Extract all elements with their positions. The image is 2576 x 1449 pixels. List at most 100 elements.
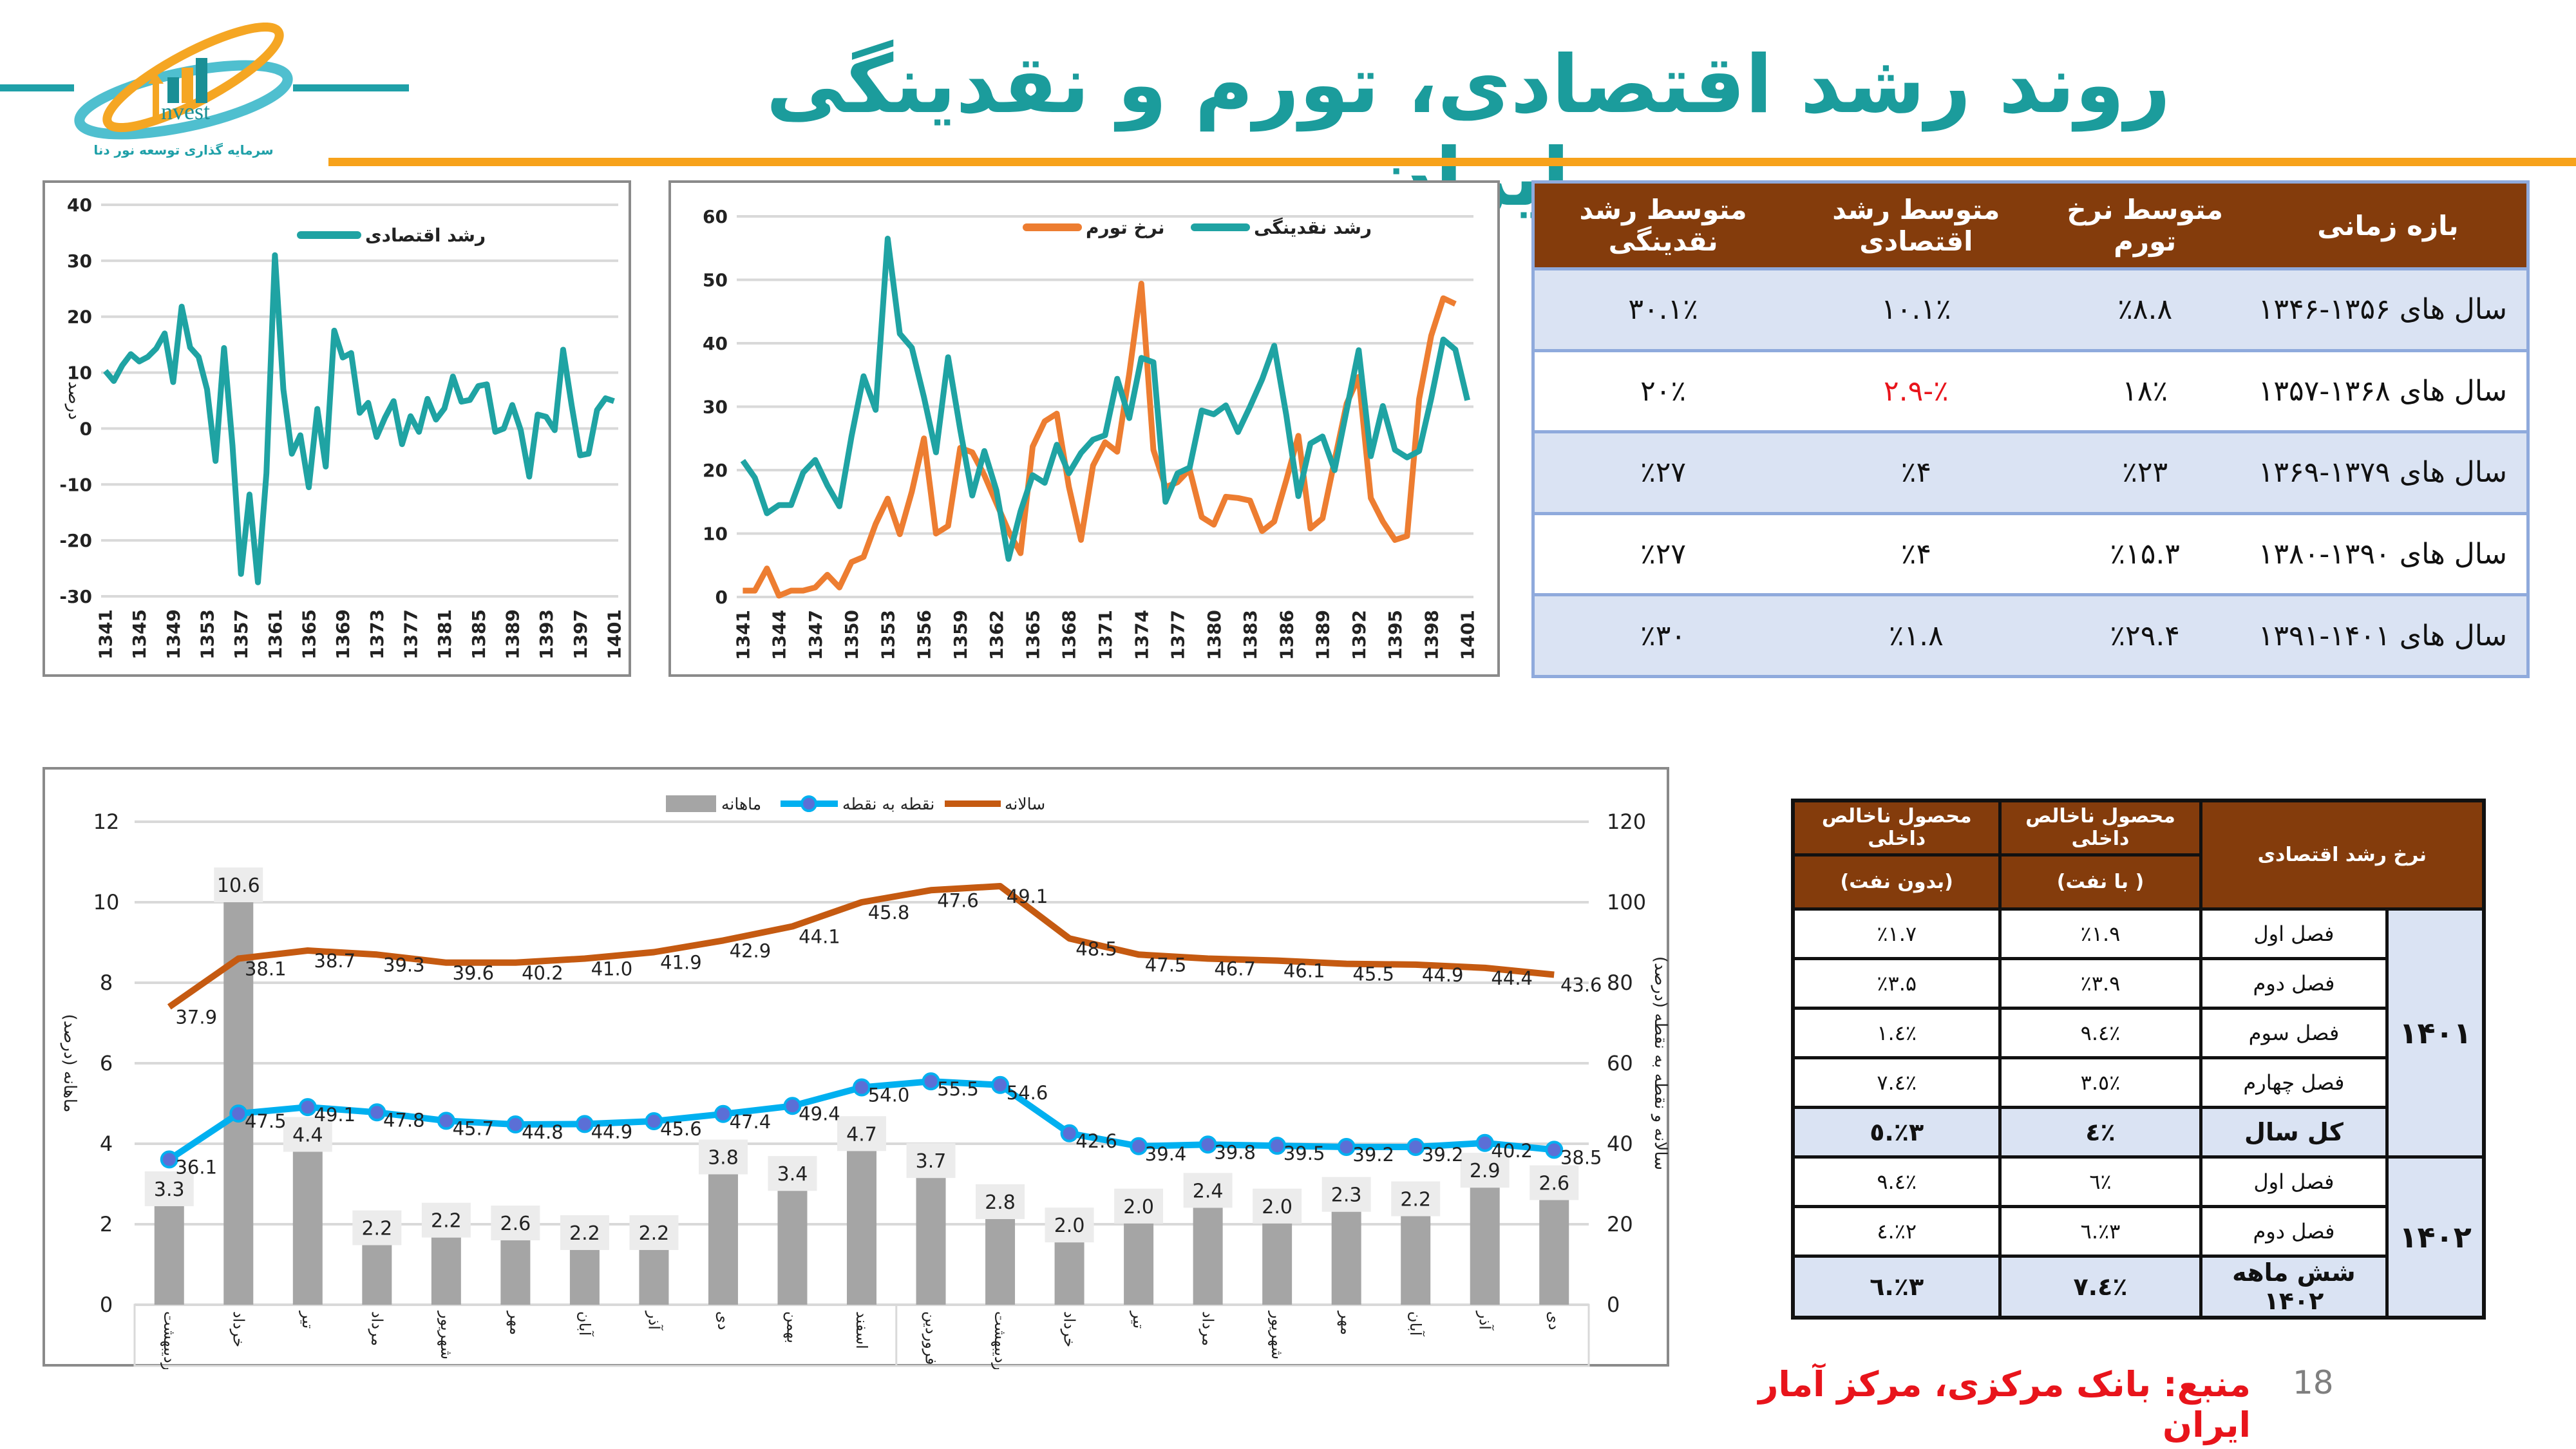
y-tick-label: 10 [93, 890, 120, 914]
x-category-label: اردیبهشت [160, 1311, 178, 1369]
point-to-point-data-label: 44.8 [522, 1121, 564, 1143]
without-oil-cell: ٪۳.۵ [1791, 956, 2002, 1010]
bar-data-label: 2.2 [569, 1222, 600, 1245]
y-tick-label: 2 [100, 1212, 113, 1236]
point-to-point-marker [1475, 1133, 1494, 1152]
bar-monthly [708, 1174, 738, 1305]
point-to-point-data-label: 45.7 [453, 1117, 495, 1139]
header-left-rule [0, 84, 74, 91]
point-to-point-marker [853, 1078, 871, 1097]
annual-data-label: 44.1 [799, 926, 840, 948]
bar-label-box [283, 1117, 332, 1152]
bar-data-label: 2.8 [985, 1191, 1016, 1214]
inflation-liquidity-chart: 60 50 40 30 20 10 0 1341 1344 1347 1350 1353 1356 135… [668, 180, 1500, 677]
annual-data-label: 45.8 [868, 902, 910, 923]
x-category-label: آذر [1476, 1311, 1495, 1331]
point-to-point-data-label: 54.6 [1007, 1082, 1048, 1104]
liquidity-cell: ۲۰٪ [1533, 348, 1792, 432]
point-to-point-marker [783, 1097, 802, 1115]
logo-arrow-icon [148, 73, 164, 119]
x-category-label: مرداد [368, 1311, 386, 1346]
point-to-point-data-label: 54.0 [868, 1084, 910, 1106]
legend-marker [800, 795, 817, 812]
bar-label-box [1530, 1165, 1579, 1200]
with-oil-cell: ٪٤.۹ [1998, 1006, 2202, 1059]
y-tick-label: 4 [100, 1132, 113, 1156]
with-oil-cell: ٪٤.۷ [1998, 1254, 2202, 1319]
y-axis-title: درصد [64, 381, 84, 420]
annual-data-label: 42.9 [730, 940, 772, 961]
x-tick-label: 1347 [805, 610, 826, 660]
with-oil-cell: ٪۱.۹ [1998, 907, 2202, 960]
bar-monthly [431, 1237, 461, 1305]
point-to-point-marker [1406, 1138, 1425, 1156]
x-category-label: فروردین [922, 1311, 940, 1365]
point-to-point-marker [1545, 1141, 1564, 1159]
liquidity-cell: ۳۰.۱٪ [1533, 267, 1792, 351]
year-cell: ۱۴۰۲ [2385, 1155, 2486, 1319]
point-to-point-data-label: 38.5 [1560, 1146, 1602, 1168]
annual-data-label: 47.6 [937, 889, 979, 911]
with-oil-cell: ٪٦ [1998, 1155, 2202, 1208]
bar-monthly [916, 1178, 946, 1305]
growth-cell: ٪۱.۸ [1792, 593, 2041, 677]
inflation-cell: ۱۸٪ [2040, 348, 2249, 432]
x-tick-label: 1368 [1059, 610, 1080, 660]
x-tick-label: 1389 [1312, 610, 1334, 660]
header-without-oil-sub: (بدون نفت) [1791, 853, 2002, 911]
x-category-label: آذر [645, 1311, 663, 1331]
y-tick-label: 10 [67, 363, 92, 384]
y-tick-label: 40 [703, 333, 728, 354]
y2-axis-title: سالانه و نقطه به نقطه (درصد) [1651, 956, 1670, 1170]
bar-monthly [985, 1218, 1016, 1305]
y-tick-label: 8 [100, 971, 113, 995]
period-cell: سال های ۱۳۶۸-۱۳۵۷ [2249, 348, 2528, 432]
bar-monthly [1262, 1223, 1293, 1305]
header-period: بازه زمانی [2249, 182, 2528, 270]
bar-data-label: 2.2 [1400, 1189, 1431, 1211]
growth-cell: ۱۰.۱٪ [1792, 267, 2041, 351]
y-tick-label: 30 [67, 251, 92, 272]
without-oil-cell: ٪٤.۱ [1791, 1006, 2002, 1059]
bar-monthly [1054, 1242, 1084, 1305]
y-tick-label: -20 [59, 530, 92, 551]
y-tick-label: 10 [703, 524, 728, 545]
y-tick-label: 6 [100, 1051, 113, 1075]
y-tick-label: 12 [93, 810, 120, 834]
point-to-point-data-label: 42.6 [1075, 1130, 1117, 1152]
annual-data-label: 44.4 [1491, 967, 1533, 989]
liquidity-cell: ٪۳۰ [1533, 593, 1792, 677]
point-to-point-marker [1130, 1137, 1148, 1155]
point-to-point-data-label: 49.4 [799, 1103, 840, 1124]
bar-monthly [569, 1250, 600, 1305]
x-category-label: شهریور [1268, 1311, 1286, 1359]
legend-label: سالانه [1005, 795, 1045, 813]
y2-tick-label: 0 [1607, 1293, 1620, 1317]
without-oil-cell: ٪٤.۹ [1791, 1155, 2002, 1208]
header-avg-growth: متوسط رشد اقتصادی [1792, 182, 2041, 270]
point-to-point-data-label: 39.5 [1283, 1142, 1325, 1164]
legend-label: رشد اقتصادی [365, 225, 486, 246]
quarter-cell: کل سال [2199, 1105, 2389, 1159]
point-to-point-marker [506, 1115, 525, 1133]
x-tick-label: 1393 [536, 609, 557, 659]
annual-data-label: 39.6 [453, 962, 495, 984]
without-oil-cell: ٪۳.٥ [1791, 1105, 2002, 1159]
header-gdp-with-oil: محصول ناخالص داخلی [1998, 799, 2202, 857]
bar-monthly [1193, 1208, 1223, 1305]
bar-label-box [976, 1184, 1025, 1219]
y-tick-label: 20 [703, 460, 728, 481]
y-axis-title: ماهانه (درصد) [60, 1014, 79, 1112]
y-tick-label: -30 [59, 586, 92, 607]
page-number: 18 [2293, 1364, 2334, 1401]
quarter-cell: شش ماهه ۱۴۰۲ [2199, 1254, 2389, 1319]
point-to-point-marker [714, 1104, 732, 1123]
annual-data-label: 39.3 [383, 954, 425, 976]
x-tick-label: 1359 [950, 610, 971, 660]
point-to-point-data-label: 39.2 [1422, 1144, 1464, 1166]
point-to-point-marker [575, 1115, 594, 1133]
economic-growth-chart: 40 30 20 10 0 -10 -20 -30 1341 1345 1349 1353 1357 13… [43, 180, 631, 677]
